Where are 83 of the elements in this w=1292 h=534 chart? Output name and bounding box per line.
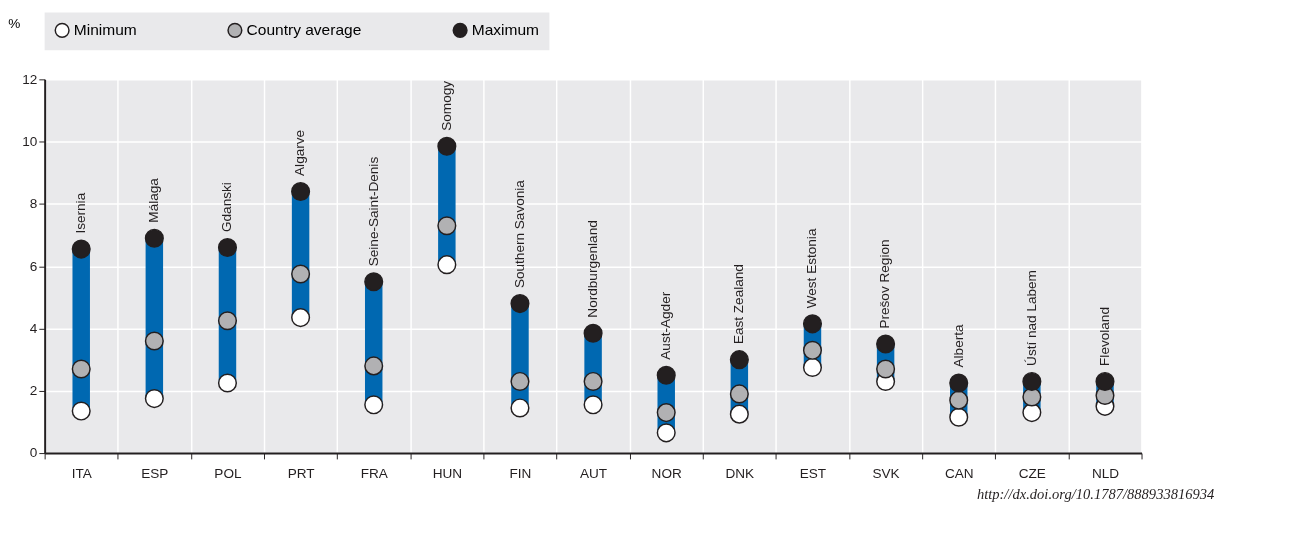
point (144, 331, 164, 351)
point (364, 356, 384, 376)
point (656, 365, 676, 385)
annotation: East Zealand (731, 264, 747, 345)
point (437, 216, 457, 236)
annotation: Ústí nad Labem (1023, 270, 1039, 366)
point (1022, 403, 1042, 423)
x-tick-label: FRA (360, 465, 389, 481)
point (802, 340, 823, 360)
point (802, 357, 823, 377)
x-tick-label: SVK (872, 465, 900, 481)
annotation: Aust-Agder (658, 291, 674, 360)
annotation: Algarve (292, 129, 308, 176)
x-tick-label: POL (214, 465, 242, 481)
y-tick-label: 10 (22, 134, 38, 150)
point (291, 308, 311, 328)
annotation: Isernia (73, 192, 89, 234)
legend-label: Maximum (471, 21, 540, 39)
y-tick-label: 4 (29, 320, 38, 336)
point (949, 390, 969, 410)
x-tick-label: PRT (287, 465, 315, 481)
y-tick-label: 2 (29, 383, 38, 399)
x-tick-label: FIN (509, 465, 532, 481)
x-tick-label: ITA (71, 465, 93, 481)
point (510, 398, 530, 418)
point (583, 395, 603, 415)
annotation: West Estonia (804, 228, 820, 309)
y-tick-label: 8 (29, 196, 38, 212)
y-tick-label: 0 (29, 445, 38, 461)
point (510, 371, 530, 391)
point (437, 136, 457, 156)
x-tick-label: ESP (141, 465, 169, 481)
annotation: Flevoland (1096, 307, 1112, 366)
x-tick-label: CAN (944, 465, 974, 481)
point (364, 272, 384, 292)
point (217, 373, 238, 393)
x-tick-label: HUN (432, 465, 463, 481)
annotation: Southern Savonia (511, 179, 527, 289)
point (729, 404, 749, 424)
point (217, 238, 238, 258)
legend-label: Minimum (73, 21, 137, 39)
annotation: Alberta (950, 324, 966, 368)
y-axis-title: % (8, 16, 21, 32)
legend-label: Country average (246, 21, 362, 39)
x-tick-label: DNK (725, 465, 755, 481)
point (802, 314, 823, 334)
x-tick-label: EST (799, 465, 827, 481)
point (729, 384, 749, 404)
point (1095, 371, 1115, 391)
x-tick-label: CZE (1018, 465, 1046, 481)
point (656, 403, 676, 423)
x-tick-label: AUT (580, 465, 608, 481)
y-tick-label: 12 (22, 71, 38, 87)
point (1022, 371, 1042, 391)
y-tick-label: 6 (29, 258, 38, 274)
point (729, 350, 749, 370)
point (144, 228, 164, 248)
point (71, 239, 91, 259)
point (949, 407, 969, 427)
annotation: Nordburgenland (584, 220, 600, 318)
point (437, 255, 457, 275)
annotation: Gdanski (219, 182, 235, 232)
annotation: Prešov Region (877, 239, 893, 329)
point (510, 294, 530, 314)
point (656, 423, 676, 443)
point (583, 323, 603, 343)
annotation: Somogy (438, 80, 454, 131)
point (583, 371, 603, 391)
annotation: Seine-Saint-Denis (365, 156, 381, 267)
x-tick-label: NOR (651, 465, 682, 481)
x-tick-label: NLD (1091, 465, 1120, 481)
point (876, 359, 896, 379)
point (71, 401, 91, 421)
annotation: Málaga (146, 177, 162, 223)
point (71, 359, 91, 379)
point (364, 395, 384, 415)
point (217, 311, 238, 331)
point (291, 264, 311, 284)
text: http://dx.doi.org/10.1787/888933816934 (976, 485, 1215, 502)
point (144, 389, 164, 409)
point (876, 334, 896, 354)
point (949, 373, 969, 393)
point (291, 181, 311, 202)
